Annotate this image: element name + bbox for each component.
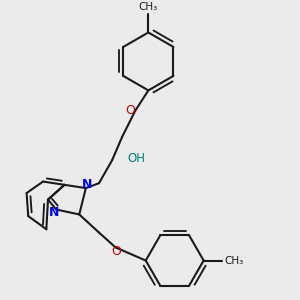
Text: OH: OH [127,152,145,165]
Text: N: N [48,206,59,219]
Text: O: O [125,104,135,117]
Text: N: N [82,178,93,191]
Text: O: O [112,245,122,258]
Text: CH₃: CH₃ [224,256,244,266]
Text: CH₃: CH₃ [139,2,158,12]
